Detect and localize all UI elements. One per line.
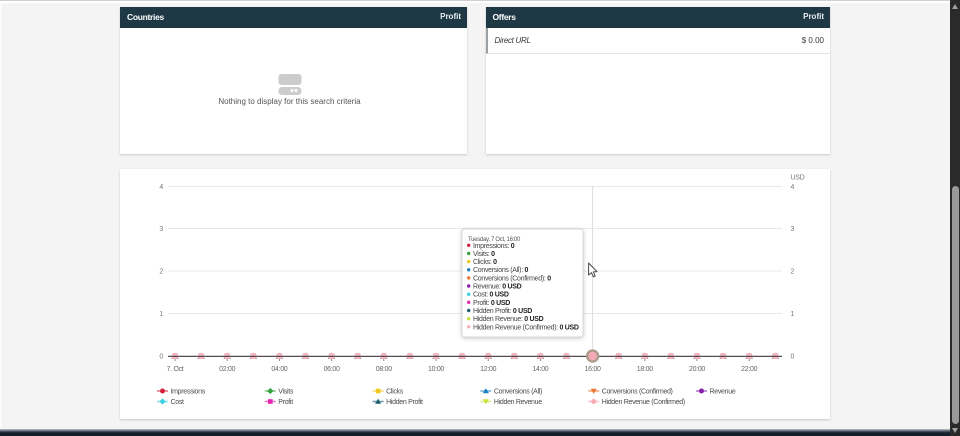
svg-text:Profit: 0 USD: Profit: 0 USD — [473, 300, 510, 307]
svg-text:0: 0 — [159, 354, 163, 361]
svg-text:14:00: 14:00 — [532, 366, 548, 373]
svg-text:Profit: Profit — [278, 399, 293, 406]
svg-text:7. Oct: 7. Oct — [167, 366, 184, 373]
svg-text:08:00: 08:00 — [376, 366, 392, 373]
svg-text:Visits: Visits — [278, 389, 294, 396]
svg-text:Hidden Profit: 0 USD: Hidden Profit: 0 USD — [473, 308, 532, 315]
svg-text:USD: USD — [791, 175, 805, 182]
svg-text:1: 1 — [159, 311, 163, 318]
svg-text:22:00: 22:00 — [741, 366, 757, 373]
svg-text:06:00: 06:00 — [324, 366, 340, 373]
svg-text:Cost: Cost — [171, 399, 185, 406]
svg-text:Clicks: Clicks — [386, 389, 404, 396]
svg-text:Conversions (Confirmed): Conversions (Confirmed) — [602, 389, 673, 396]
svg-text:Hidden Revenue: Hidden Revenue — [494, 399, 542, 406]
svg-text:Conversions (Confirmed): 0: Conversions (Confirmed): 0 — [473, 275, 551, 282]
svg-text:Cost: 0 USD: Cost: 0 USD — [473, 292, 509, 299]
svg-text:Impressions: Impressions — [171, 389, 206, 396]
svg-text:18:00: 18:00 — [637, 366, 653, 373]
svg-text:2: 2 — [159, 269, 163, 276]
svg-text:Impressions: 0: Impressions: 0 — [473, 243, 515, 250]
svg-text:Hidden Revenue (Confirmed): 0: Hidden Revenue (Confirmed): 0 USD — [473, 324, 579, 331]
svg-text:4: 4 — [791, 184, 795, 191]
svg-text:1: 1 — [791, 311, 795, 318]
svg-text:10:00: 10:00 — [428, 366, 444, 373]
svg-text:12:00: 12:00 — [480, 366, 496, 373]
svg-text:Hidden Profit: Hidden Profit — [386, 399, 423, 406]
svg-text:04:00: 04:00 — [271, 366, 287, 373]
svg-text:Revenue: Revenue — [710, 389, 736, 396]
svg-text:Hidden Revenue: 0 USD: Hidden Revenue: 0 USD — [473, 316, 544, 323]
svg-text:20:00: 20:00 — [689, 366, 705, 373]
svg-text:16:00: 16:00 — [585, 366, 601, 373]
svg-text:Hidden Revenue (Confirmed): Hidden Revenue (Confirmed) — [602, 399, 685, 406]
svg-text:2: 2 — [791, 269, 795, 276]
svg-text:Revenue: 0 USD: Revenue: 0 USD — [473, 284, 522, 291]
svg-text:Clicks: 0: Clicks: 0 — [473, 259, 497, 266]
svg-text:3: 3 — [791, 226, 795, 233]
svg-text:4: 4 — [159, 184, 163, 191]
svg-text:Conversions (All): 0: Conversions (All): 0 — [473, 267, 528, 274]
svg-text:Conversions (All): Conversions (All) — [494, 389, 542, 396]
svg-text:3: 3 — [159, 226, 163, 233]
svg-text:02:00: 02:00 — [219, 366, 235, 373]
svg-text:Visits: 0: Visits: 0 — [473, 251, 495, 258]
svg-text:0: 0 — [791, 354, 795, 361]
svg-text:Tuesday, 7 Oct, 16:00: Tuesday, 7 Oct, 16:00 — [468, 237, 521, 243]
